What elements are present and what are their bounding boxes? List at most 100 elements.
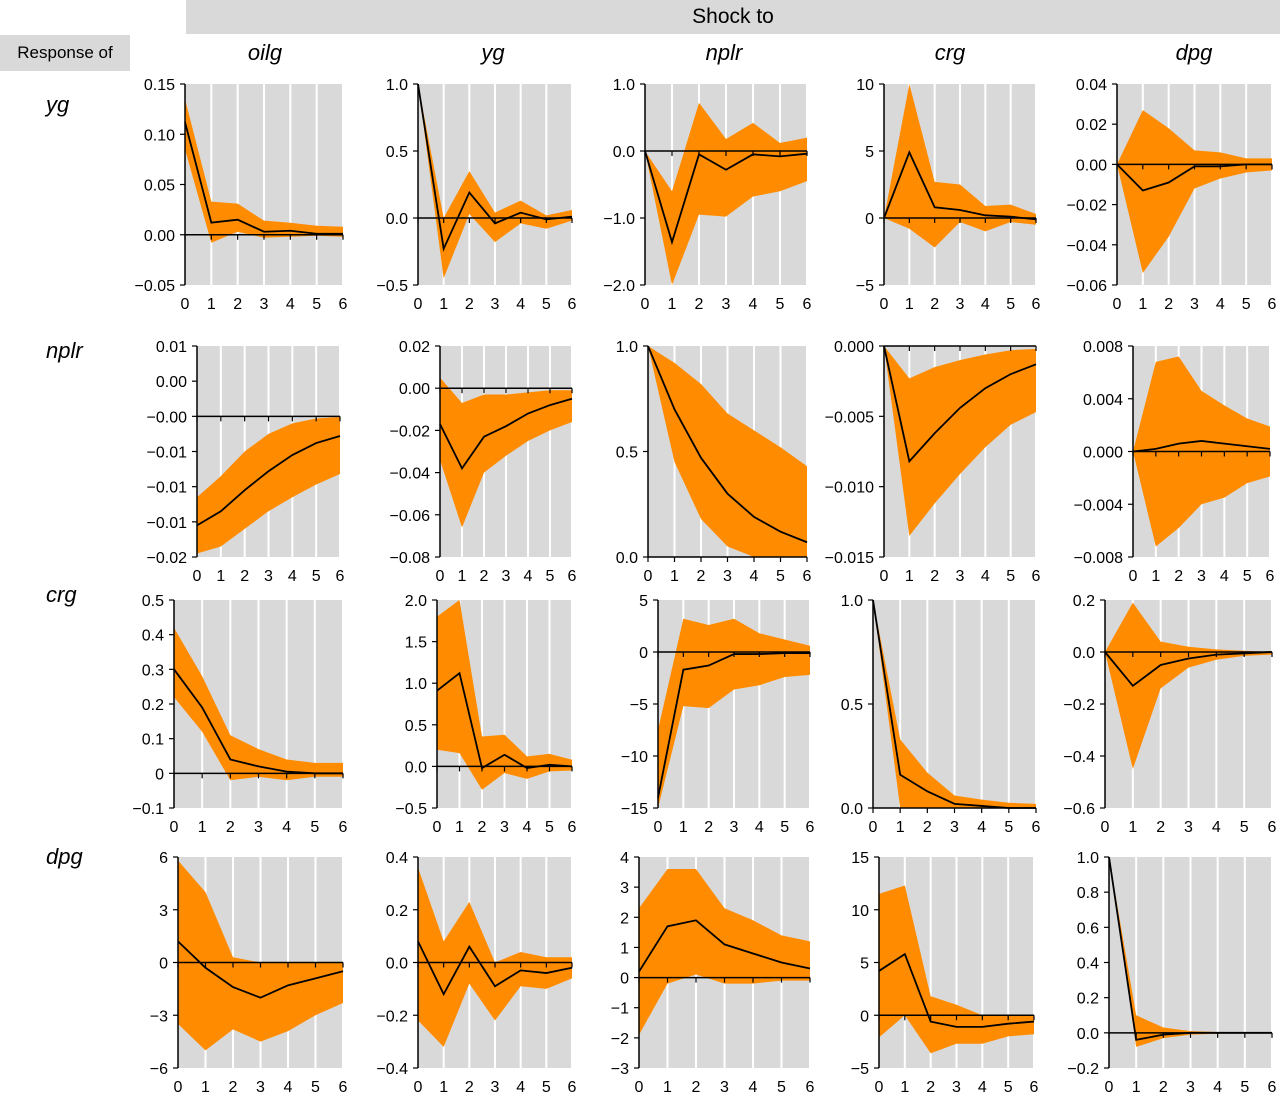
- y-tick-label: 1.5: [405, 635, 427, 652]
- y-tick-label: 0.05: [144, 178, 175, 195]
- x-tick-label: 4: [977, 819, 986, 836]
- x-tick-label: 2: [930, 568, 939, 585]
- y-tick-label: −3: [150, 1008, 168, 1025]
- panel-yg-dpg: −0.06 −0.04 −0.02 0.00 0.02 0.04 0 1 2 3 4 5 6: [1067, 77, 1277, 313]
- x-tick-label: 4: [750, 568, 759, 585]
- panel-dpg-dpg: −0.2 0.0 0.2 0.4 0.6 0.8 1.0 0 1 2 3 4 5 6: [1067, 850, 1276, 1096]
- y-tick-label: −0.06: [1067, 278, 1108, 295]
- y-tick-label: −0.2: [376, 1008, 408, 1025]
- x-tick-label: 3: [950, 819, 959, 836]
- x-tick-label: 2: [229, 1079, 238, 1096]
- x-tick-label: 2: [926, 1079, 935, 1096]
- y-tick-label: 0.000: [834, 339, 874, 356]
- y-tick-label: 0.01: [156, 339, 187, 356]
- response-line: [1132, 440, 1271, 453]
- confidence-band: [185, 99, 343, 243]
- y-tick-label: −0.00: [147, 409, 188, 426]
- y-tick-label: 0.5: [616, 445, 638, 462]
- response-line: [436, 671, 573, 770]
- x-tick-label: 5: [542, 296, 551, 313]
- x-tick-label: 0: [1113, 296, 1122, 313]
- y-tick-label: −6: [150, 1061, 168, 1078]
- confidence-band: [648, 346, 807, 557]
- response-of-label: Response of: [0, 35, 130, 71]
- confidence-band: [639, 869, 810, 1035]
- y-tick-label: 0.0: [386, 211, 408, 228]
- x-tick-label: 6: [1032, 296, 1041, 313]
- y-tick-label: −0.5: [395, 801, 427, 818]
- y-tick-label: 0: [860, 1008, 869, 1025]
- confidence-band: [884, 84, 1036, 248]
- x-tick-label: 2: [240, 568, 249, 585]
- confidence-band: [884, 346, 1036, 536]
- response-line: [184, 121, 343, 235]
- x-tick-label: 6: [339, 819, 348, 836]
- x-tick-label: 0: [436, 568, 445, 585]
- confidence-band: [1105, 602, 1272, 769]
- x-tick-label: 5: [1004, 1079, 1013, 1096]
- y-tick-label: 0.10: [144, 127, 175, 144]
- x-tick-label: 4: [284, 1079, 293, 1096]
- x-tick-label: 4: [755, 819, 764, 836]
- x-tick-label: 4: [1213, 1079, 1222, 1096]
- x-tick-label: 2: [226, 819, 235, 836]
- x-tick-label: 5: [1240, 1079, 1249, 1096]
- y-tick-label: 4: [620, 850, 629, 867]
- row-label-nplr: nplr: [46, 338, 83, 363]
- y-tick-label: 0.00: [144, 228, 175, 245]
- y-tick-label: 0: [620, 971, 629, 988]
- y-tick-label: −0.4: [1063, 749, 1095, 766]
- x-tick-label: 6: [1032, 568, 1041, 585]
- y-tick-label: −3: [611, 1061, 629, 1078]
- y-tick-label: 0.00: [399, 381, 430, 398]
- y-tick-label: 1.0: [1077, 850, 1099, 867]
- panel-yg-yg: −0.5 0.0 0.5 1.0 0 1 2 3 4 5 6: [376, 77, 576, 313]
- y-tick-label: 0.000: [1083, 445, 1123, 462]
- panel-nplr-dpg: −0.008 −0.004 0.000 0.004 0.008 0 1 2 3 4 5 6: [1074, 339, 1275, 585]
- x-tick-label: 1: [1151, 568, 1160, 585]
- y-tick-label: 2.0: [405, 593, 427, 610]
- x-tick-label: 0: [181, 296, 190, 313]
- x-tick-label: 1: [668, 296, 677, 313]
- x-tick-label: 4: [523, 819, 532, 836]
- x-tick-label: 5: [776, 296, 785, 313]
- y-tick-label: −0.2: [1067, 1061, 1099, 1078]
- x-tick-label: 5: [311, 1079, 320, 1096]
- y-tick-label: 0.3: [142, 662, 164, 679]
- row-label-crg: crg: [46, 582, 77, 607]
- y-tick-label: 0.6: [1077, 920, 1099, 937]
- response-line: [173, 668, 343, 775]
- x-tick-label: 5: [1243, 568, 1252, 585]
- x-tick-label: 4: [749, 1079, 758, 1096]
- x-tick-label: 1: [216, 568, 225, 585]
- y-tick-label: −0.008: [1074, 550, 1123, 567]
- y-tick-label: 0.5: [142, 593, 164, 610]
- x-tick-label: 2: [1159, 1079, 1168, 1096]
- y-tick-label: 10: [856, 77, 874, 94]
- x-tick-label: 4: [524, 568, 533, 585]
- x-tick-label: 6: [1268, 819, 1277, 836]
- y-tick-label: −0.02: [147, 550, 188, 567]
- x-tick-label: 6: [1268, 296, 1277, 313]
- y-tick-label: 0.4: [1077, 956, 1099, 973]
- x-tick-label: 5: [312, 296, 321, 313]
- response-line: [872, 599, 1036, 809]
- x-tick-label: 3: [722, 296, 731, 313]
- x-tick-label: 1: [900, 1079, 909, 1096]
- panel-crg-crg: 0.0 0.5 1.0 0 1 2 3 4 5 6: [841, 593, 1041, 836]
- x-tick-label: 3: [956, 296, 965, 313]
- confidence-band: [873, 600, 1036, 808]
- x-tick-label: 1: [455, 819, 464, 836]
- panel-dpg-yg: −0.4 −0.2 0.0 0.2 0.4 0 1 2 3 4 5 6: [376, 850, 576, 1096]
- y-tick-label: 10: [851, 903, 869, 920]
- response-line: [878, 952, 1035, 1028]
- y-tick-label: −0.005: [825, 409, 874, 426]
- response-line: [883, 150, 1037, 221]
- x-tick-label: 5: [1004, 819, 1013, 836]
- x-tick-label: 0: [635, 1079, 644, 1096]
- x-tick-label: 0: [641, 296, 650, 313]
- x-tick-label: 1: [663, 1079, 672, 1096]
- confidence-band: [645, 102, 807, 285]
- y-tick-label: 0.00: [1076, 157, 1107, 174]
